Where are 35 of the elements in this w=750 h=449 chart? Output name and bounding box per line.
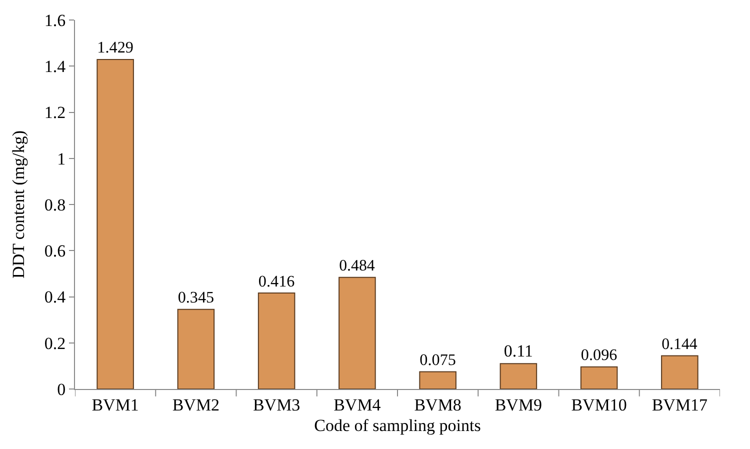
bar bbox=[96, 58, 134, 389]
data-label: 0.345 bbox=[178, 290, 214, 307]
data-label: 0.484 bbox=[339, 258, 375, 275]
bar bbox=[419, 371, 456, 389]
data-label: 0.096 bbox=[580, 347, 618, 364]
x-axis-title: Code of sampling points bbox=[314, 416, 481, 435]
x-tick-label: BVM1 bbox=[92, 395, 139, 414]
bar bbox=[661, 355, 698, 389]
y-tick-label: 0.2 bbox=[44, 334, 66, 353]
y-tick-label: 1.2 bbox=[44, 103, 66, 122]
y-tick-label: 1 bbox=[57, 149, 66, 168]
x-tick-label: BVM8 bbox=[414, 395, 462, 414]
y-tick-label: 0.8 bbox=[44, 195, 66, 214]
bar bbox=[177, 308, 215, 389]
y-tick-label: 0 bbox=[57, 380, 66, 399]
x-tick-label: BVM10 bbox=[571, 395, 627, 414]
bar bbox=[580, 366, 618, 389]
y-tick-label: 1.4 bbox=[44, 57, 66, 76]
data-label: 1.429 bbox=[97, 40, 134, 57]
bar bbox=[338, 276, 376, 389]
x-tick-label: BVM17 bbox=[652, 395, 708, 414]
data-label: 0.075 bbox=[420, 352, 456, 369]
data-label: 0.144 bbox=[662, 336, 698, 354]
x-tick-label: BVM3 bbox=[252, 395, 300, 414]
y-tick-label: 0.4 bbox=[44, 288, 66, 307]
data-label: 0.11 bbox=[504, 342, 534, 361]
y-tick-label: 1.6 bbox=[44, 10, 66, 30]
y-tick-label: 0.6 bbox=[44, 242, 66, 261]
bar bbox=[500, 363, 538, 389]
x-tick-label: BVM9 bbox=[494, 395, 542, 414]
x-tick-label: BVM4 bbox=[334, 395, 382, 414]
data-label: 0.416 bbox=[258, 273, 295, 290]
bar bbox=[258, 292, 296, 389]
y-axis-title: DDT content (mg/kg) bbox=[8, 130, 28, 278]
x-tick-label: BVM2 bbox=[172, 395, 220, 414]
